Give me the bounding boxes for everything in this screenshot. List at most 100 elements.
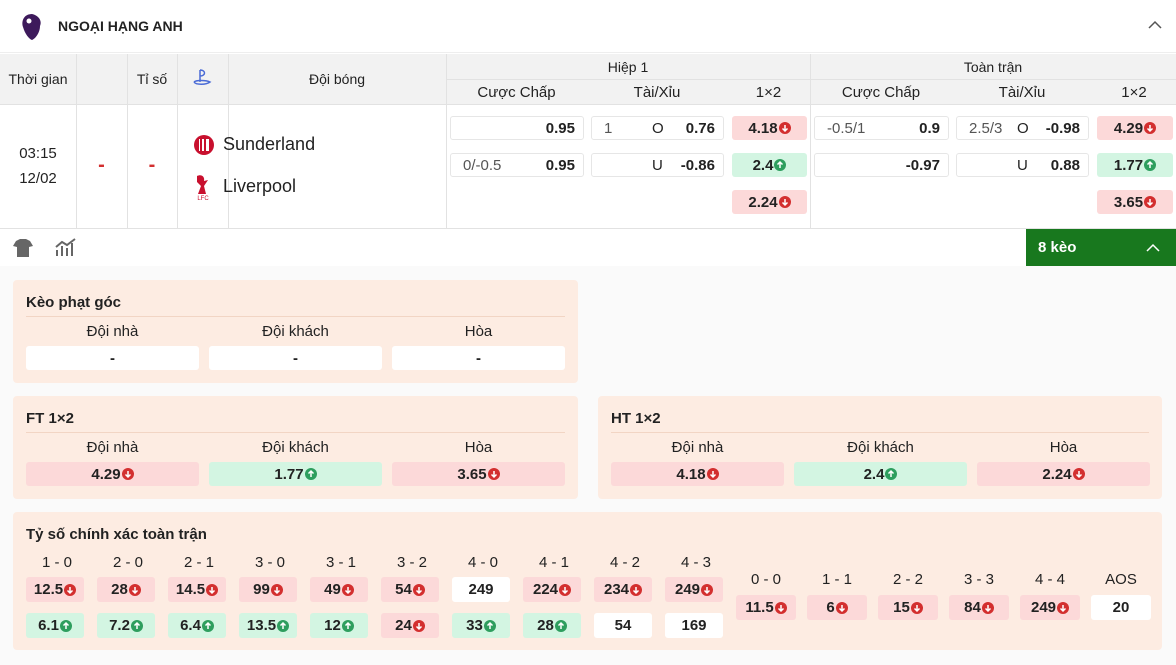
- odds-box[interactable]: -0.5/1 0.9: [814, 116, 949, 140]
- odds-value: 0.95: [545, 157, 575, 174]
- odds-chip[interactable]: 14.5: [168, 577, 226, 602]
- odds-chip[interactable]: 2.24: [977, 462, 1150, 486]
- score-label: 1 - 1: [821, 570, 852, 588]
- column-label: Đội nhà: [671, 438, 724, 456]
- odds-chip[interactable]: 7.2: [97, 613, 155, 638]
- odds-chip[interactable]: 224: [523, 577, 581, 602]
- odds-chip[interactable]: -: [392, 346, 565, 370]
- score-label: AOS: [1105, 570, 1137, 588]
- odds-chip[interactable]: 1.77: [209, 462, 382, 486]
- header-sub: Cược Chấp: [841, 83, 921, 101]
- odds-chip[interactable]: 2.24: [732, 190, 807, 214]
- odds-side: U: [1017, 157, 1028, 174]
- home-logo: [194, 135, 214, 155]
- odds-chip[interactable]: 12.5: [26, 577, 84, 602]
- odds-side: U: [652, 157, 663, 174]
- odds-chip[interactable]: -: [209, 346, 382, 370]
- odds-chip[interactable]: 11.5: [736, 595, 796, 620]
- odds-box[interactable]: 2.5/3 O -0.98: [956, 116, 1089, 140]
- league-bar[interactable]: NGOẠI HẠNG ANH: [0, 0, 1176, 53]
- match-time: 03:15: [19, 144, 57, 162]
- odds-value: 0.95: [545, 120, 575, 137]
- trend-down: [270, 583, 283, 596]
- odds-chip[interactable]: 4.18: [611, 462, 784, 486]
- odds-value: 0.9: [919, 120, 940, 137]
- odds-chip[interactable]: 249: [665, 577, 723, 602]
- odds-chip[interactable]: 3.65: [1097, 190, 1173, 214]
- trend-down: [412, 619, 425, 632]
- odds-chip[interactable]: 13.5: [239, 613, 297, 638]
- divider: [228, 54, 229, 104]
- odds-chip[interactable]: 15: [878, 595, 938, 620]
- odds-value: 2.24: [748, 193, 778, 211]
- column-label: Đội khách: [262, 322, 329, 340]
- jersey-icon[interactable]: [12, 238, 34, 258]
- odds-chip[interactable]: 249: [452, 577, 510, 602]
- odds-chip[interactable]: 54: [594, 613, 652, 638]
- score-label: 4 - 1: [538, 553, 569, 571]
- odds-value: 2.4: [752, 156, 774, 174]
- divider: [446, 104, 447, 228]
- score-label: 3 - 0: [254, 553, 285, 571]
- divider: [127, 104, 128, 228]
- odds-box[interactable]: -0.97: [814, 153, 949, 177]
- collapse-icon[interactable]: [1148, 20, 1162, 30]
- odds-chip[interactable]: 20: [1091, 595, 1151, 620]
- score-label: 4 - 4: [1034, 570, 1065, 588]
- odds-value: 3.65: [1113, 193, 1144, 211]
- trend-up: [277, 619, 290, 632]
- odds-chip[interactable]: 6.4: [168, 613, 226, 638]
- odds-chip[interactable]: 33: [452, 613, 510, 638]
- score-label: 3 - 1: [325, 553, 356, 571]
- odds-chip[interactable]: 4.29: [1097, 116, 1173, 140]
- odds-value: -0.98: [1045, 120, 1080, 137]
- header-sub: Cược Chấp: [477, 83, 556, 101]
- trend-down: [1144, 196, 1157, 208]
- odds-chip[interactable]: 84: [949, 595, 1009, 620]
- header-half1: Hiệp 1: [607, 59, 649, 75]
- odds-box[interactable]: U 0.88: [956, 153, 1089, 177]
- odds-value: 7.2: [109, 617, 130, 634]
- odds-box[interactable]: 1 O 0.76: [591, 116, 724, 140]
- header-score: Tỉ số: [136, 71, 168, 87]
- markets-toggle[interactable]: 8 kèo: [1026, 229, 1176, 266]
- match-date: 12/02: [19, 169, 57, 187]
- odds-chip[interactable]: 2.4: [794, 462, 967, 486]
- divider: [26, 432, 565, 433]
- odds-chip[interactable]: 28: [523, 613, 581, 638]
- stats-icon[interactable]: [55, 238, 77, 258]
- odds-value: 4.18: [748, 119, 778, 137]
- trend-down: [701, 583, 714, 596]
- odds-chip[interactable]: 169: [665, 613, 723, 638]
- column-label: Đội nhà: [86, 438, 139, 456]
- odds-chip[interactable]: 2.4: [732, 153, 807, 177]
- odds-box[interactable]: 0.95: [450, 116, 584, 140]
- odds-chip[interactable]: 234: [594, 577, 652, 602]
- odds-chip[interactable]: 6: [807, 595, 867, 620]
- odds-chip[interactable]: 28: [97, 577, 155, 602]
- odds-chip[interactable]: 1.77: [1097, 153, 1173, 177]
- odds-chip[interactable]: 4.18: [732, 116, 807, 140]
- odds-chip[interactable]: 54: [381, 577, 439, 602]
- odds-chip[interactable]: 49: [310, 577, 368, 602]
- odds-chip[interactable]: 3.65: [392, 462, 565, 486]
- odds-chip[interactable]: 249: [1020, 595, 1080, 620]
- odds-chip[interactable]: 4.29: [26, 462, 199, 486]
- odds-box[interactable]: 0/-0.5 0.95: [450, 153, 584, 177]
- home-team: Sunderland: [223, 134, 316, 154]
- trend-down: [835, 601, 848, 614]
- divider: [127, 54, 128, 104]
- odds-value: 6.4: [180, 617, 201, 634]
- league-logo: [22, 14, 41, 40]
- divider: [177, 54, 178, 104]
- odds-chip[interactable]: 6.1: [26, 613, 84, 638]
- odds-chip[interactable]: 24: [381, 613, 439, 638]
- odds-chip[interactable]: 99: [239, 577, 297, 602]
- trend-up: [201, 619, 214, 632]
- odds-value: 12: [324, 617, 341, 634]
- odds-value: 28: [111, 581, 128, 598]
- divider: [177, 104, 178, 228]
- odds-box[interactable]: U -0.86: [591, 153, 724, 177]
- odds-chip[interactable]: 12: [310, 613, 368, 638]
- odds-chip[interactable]: -: [26, 346, 199, 370]
